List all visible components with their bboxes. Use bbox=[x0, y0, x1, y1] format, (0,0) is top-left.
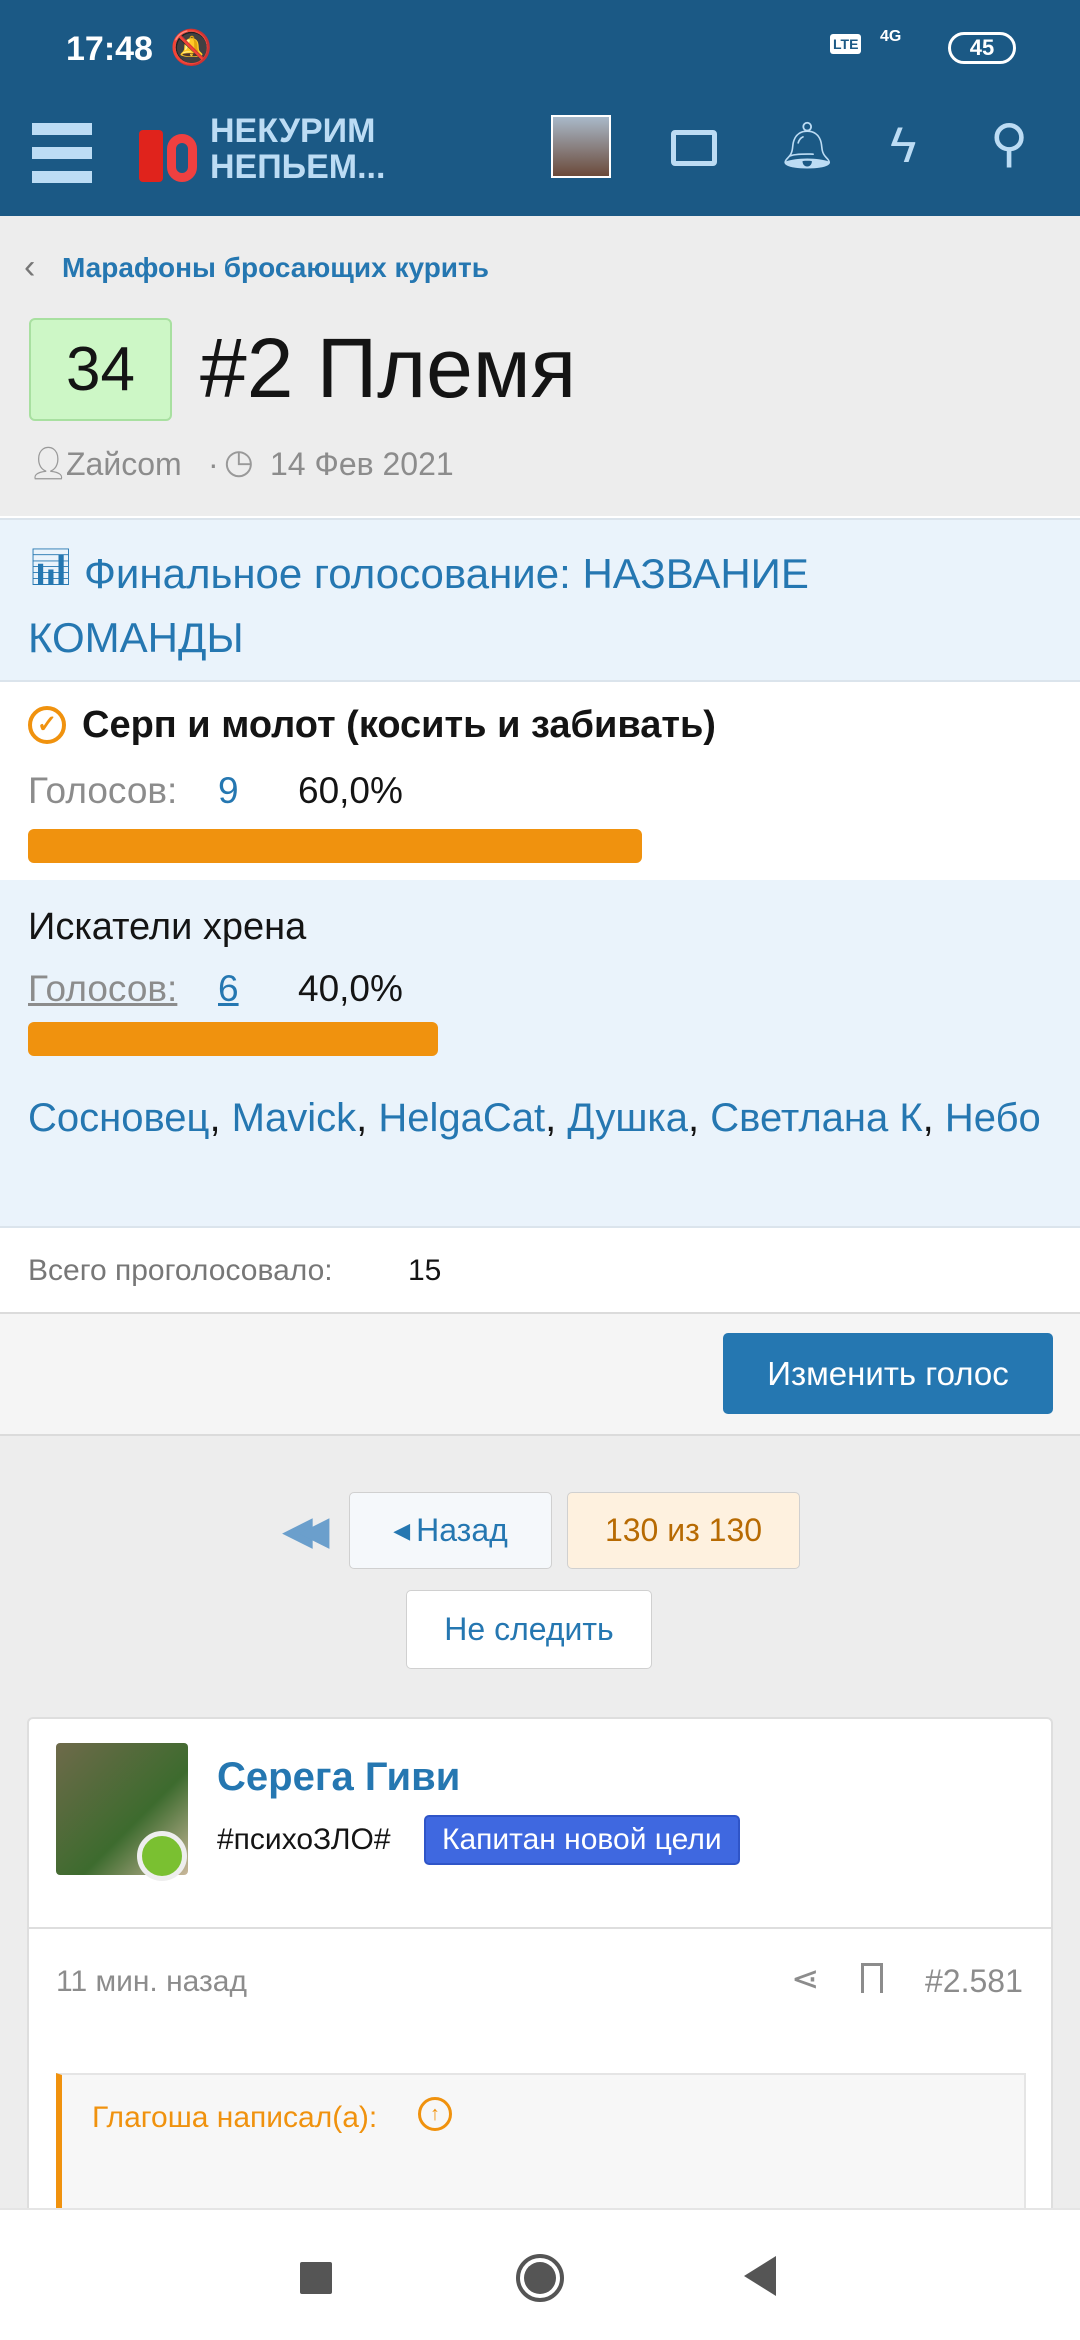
vote-bar bbox=[28, 829, 643, 863]
votes-count[interactable]: 9 bbox=[218, 770, 239, 811]
breadcrumb[interactable]: Марафоны бросающих курить bbox=[62, 252, 489, 283]
caret-left-icon: ◀ bbox=[393, 1517, 411, 1543]
poll-title: Финальное голосование: НАЗВАНИЕ КОМАНДЫ bbox=[28, 550, 809, 661]
user-avatar[interactable] bbox=[551, 115, 611, 178]
search-icon[interactable]: ⚲ bbox=[990, 115, 1029, 173]
online-status-icon bbox=[137, 1831, 187, 1881]
change-vote-button[interactable]: Изменить голос bbox=[723, 1333, 1053, 1414]
total-count: 15 bbox=[408, 1254, 442, 1287]
voter-link[interactable]: Душка bbox=[567, 1096, 689, 1140]
user-badge: Капитан новой цели bbox=[424, 1815, 740, 1865]
poll-total: Всего проголосовало: 15 bbox=[0, 1228, 1080, 1314]
thread-content: ‹ Марафоны бросающих курить 34 #2 Племя … bbox=[0, 216, 1080, 1436]
voter-link[interactable]: Сосновец bbox=[28, 1096, 210, 1140]
voters-list: Сосновец, Mavick, HelgaCat, Душка, Светл… bbox=[28, 1088, 1048, 1148]
thread-score: 34 bbox=[29, 318, 172, 421]
poll-footer: Изменить голос bbox=[0, 1314, 1080, 1436]
poll-option-1: ✓ Серп и молот (косить и забивать) Голос… bbox=[0, 682, 1080, 880]
chevron-left-icon[interactable]: ‹ bbox=[24, 248, 36, 286]
separator: , bbox=[209, 1096, 232, 1140]
votes-percent: 60,0% bbox=[298, 770, 403, 811]
recents-button[interactable] bbox=[300, 2262, 332, 2294]
arrow-up-circle-icon[interactable]: ↑ bbox=[418, 2097, 452, 2131]
logo-line1[interactable]: НЕКУРИМ bbox=[210, 112, 376, 150]
post-time[interactable]: 11 мин. назад bbox=[56, 1965, 247, 1998]
voter-link[interactable]: Mavick bbox=[231, 1096, 357, 1140]
share-icon[interactable]: ⋖ bbox=[791, 1960, 820, 1998]
votes-label: Голосов: bbox=[28, 770, 178, 811]
quote-author[interactable]: Глагоша написал(а): bbox=[92, 2101, 378, 2134]
bar-chart-icon: 📊︎ bbox=[28, 546, 74, 587]
vote-bar bbox=[28, 1022, 438, 1056]
logo-line2[interactable]: НЕПЬЕМ... bbox=[210, 148, 386, 186]
bell-icon[interactable]: 🔔︎ bbox=[778, 119, 837, 171]
votes-count[interactable]: 6 bbox=[218, 968, 239, 1009]
separator: · bbox=[208, 446, 219, 482]
votes-percent: 40,0% bbox=[298, 968, 403, 1009]
top-bar: 17:48 🔕 LTE 4G 45 НЕКУРИМ НЕПЬЕМ... 🔔︎ ϟ… bbox=[0, 0, 1080, 216]
poll-header: 📊︎ Финальное голосование: НАЗВАНИЕ КОМАН… bbox=[0, 518, 1080, 682]
post-number[interactable]: #2.581 bbox=[925, 1963, 1023, 1999]
network-label: 4G bbox=[880, 28, 902, 45]
back-button[interactable]: ◀ Назад bbox=[349, 1492, 552, 1569]
bookmark-icon[interactable] bbox=[861, 1963, 883, 1993]
divider bbox=[29, 1927, 1051, 1929]
page-indicator[interactable]: 130 из 130 bbox=[567, 1492, 800, 1569]
unwatch-button[interactable]: Не следить bbox=[406, 1590, 652, 1669]
status-time: 17:48 bbox=[66, 30, 153, 68]
user-icon: 👤︎ bbox=[28, 445, 69, 481]
home-button[interactable] bbox=[516, 2254, 564, 2302]
menu-icon[interactable] bbox=[32, 123, 92, 183]
votes-label[interactable]: Голосов: bbox=[28, 968, 178, 1009]
back-nav-button[interactable] bbox=[744, 2256, 776, 2296]
clock-icon: ◷ bbox=[224, 443, 254, 481]
logo-candles-icon[interactable] bbox=[135, 112, 205, 182]
separator: , bbox=[356, 1096, 379, 1140]
total-label: Всего проголосовало: bbox=[28, 1254, 333, 1287]
first-page-icon[interactable]: ◀◀ bbox=[282, 1509, 329, 1553]
volte-icon: LTE bbox=[830, 34, 862, 54]
voter-link[interactable]: Небо bbox=[944, 1096, 1041, 1140]
check-circle-icon: ✓ bbox=[28, 706, 66, 744]
post-author[interactable]: Серега Гиви bbox=[217, 1755, 461, 1799]
thread-date: 14 Фев 2021 bbox=[270, 446, 454, 482]
option-label: Искатели хрена bbox=[28, 906, 307, 948]
separator: , bbox=[545, 1096, 568, 1140]
separator: , bbox=[688, 1096, 711, 1140]
voter-link[interactable]: HelgaCat bbox=[378, 1096, 546, 1140]
mute-bell-icon: 🔕 bbox=[170, 29, 213, 67]
post-card: Серега Гиви #психоЗЛО# Капитан новой цел… bbox=[27, 1717, 1053, 2243]
option-label: Серп и молот (косить и забивать) bbox=[82, 704, 716, 746]
poll-option-2: Искатели хрена Голосов: 6 40,0% Сосновец… bbox=[0, 880, 1080, 1228]
voter-link[interactable]: Светлана К bbox=[710, 1096, 923, 1140]
separator: , bbox=[922, 1096, 945, 1140]
thread-author[interactable]: Zaйcom bbox=[66, 446, 182, 482]
user-title: #психоЗЛО# bbox=[217, 1823, 391, 1856]
nav-bar bbox=[0, 2208, 1080, 2340]
mail-icon[interactable] bbox=[671, 130, 717, 166]
bolt-icon[interactable]: ϟ bbox=[890, 117, 917, 173]
battery-indicator: 45 bbox=[948, 32, 1016, 64]
back-label: Назад bbox=[416, 1512, 508, 1548]
page-title: #2 Племя bbox=[200, 321, 577, 415]
